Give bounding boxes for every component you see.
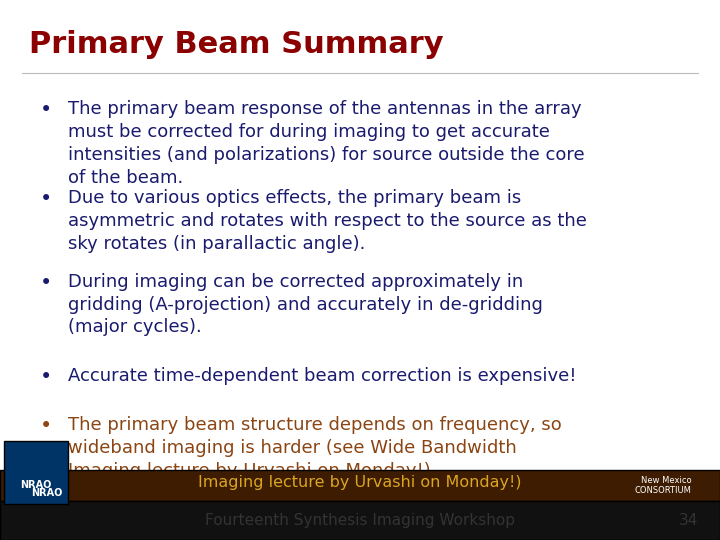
- Text: Imaging lecture by Urvashi on Monday!): Imaging lecture by Urvashi on Monday!): [198, 475, 522, 490]
- Text: Primary Beam Summary: Primary Beam Summary: [29, 30, 444, 59]
- Text: •: •: [40, 273, 52, 293]
- Text: During imaging can be corrected approximately in
gridding (A-projection) and acc: During imaging can be corrected approxim…: [68, 273, 544, 336]
- Text: Fourteenth Synthesis Imaging Workshop: Fourteenth Synthesis Imaging Workshop: [205, 513, 515, 528]
- Text: NRAO: NRAO: [20, 481, 52, 490]
- FancyBboxPatch shape: [0, 501, 720, 540]
- Text: The primary beam response of the antennas in the array
must be corrected for dur: The primary beam response of the antenna…: [68, 100, 585, 187]
- Text: •: •: [40, 416, 52, 436]
- FancyBboxPatch shape: [0, 470, 720, 501]
- Text: The primary beam structure depends on frequency, so
wideband imaging is harder (: The primary beam structure depends on fr…: [68, 416, 562, 480]
- Text: •: •: [40, 367, 52, 387]
- Text: Accurate time-dependent beam correction is expensive!: Accurate time-dependent beam correction …: [68, 367, 577, 385]
- Text: Due to various optics effects, the primary beam is
asymmetric and rotates with r: Due to various optics effects, the prima…: [68, 189, 588, 253]
- Text: NRAO: NRAO: [31, 488, 63, 498]
- Text: •: •: [40, 189, 52, 209]
- Text: 34: 34: [679, 513, 698, 528]
- FancyBboxPatch shape: [4, 441, 68, 504]
- Text: New Mexico
CONSORTIUM: New Mexico CONSORTIUM: [634, 476, 691, 495]
- Text: •: •: [40, 100, 52, 120]
